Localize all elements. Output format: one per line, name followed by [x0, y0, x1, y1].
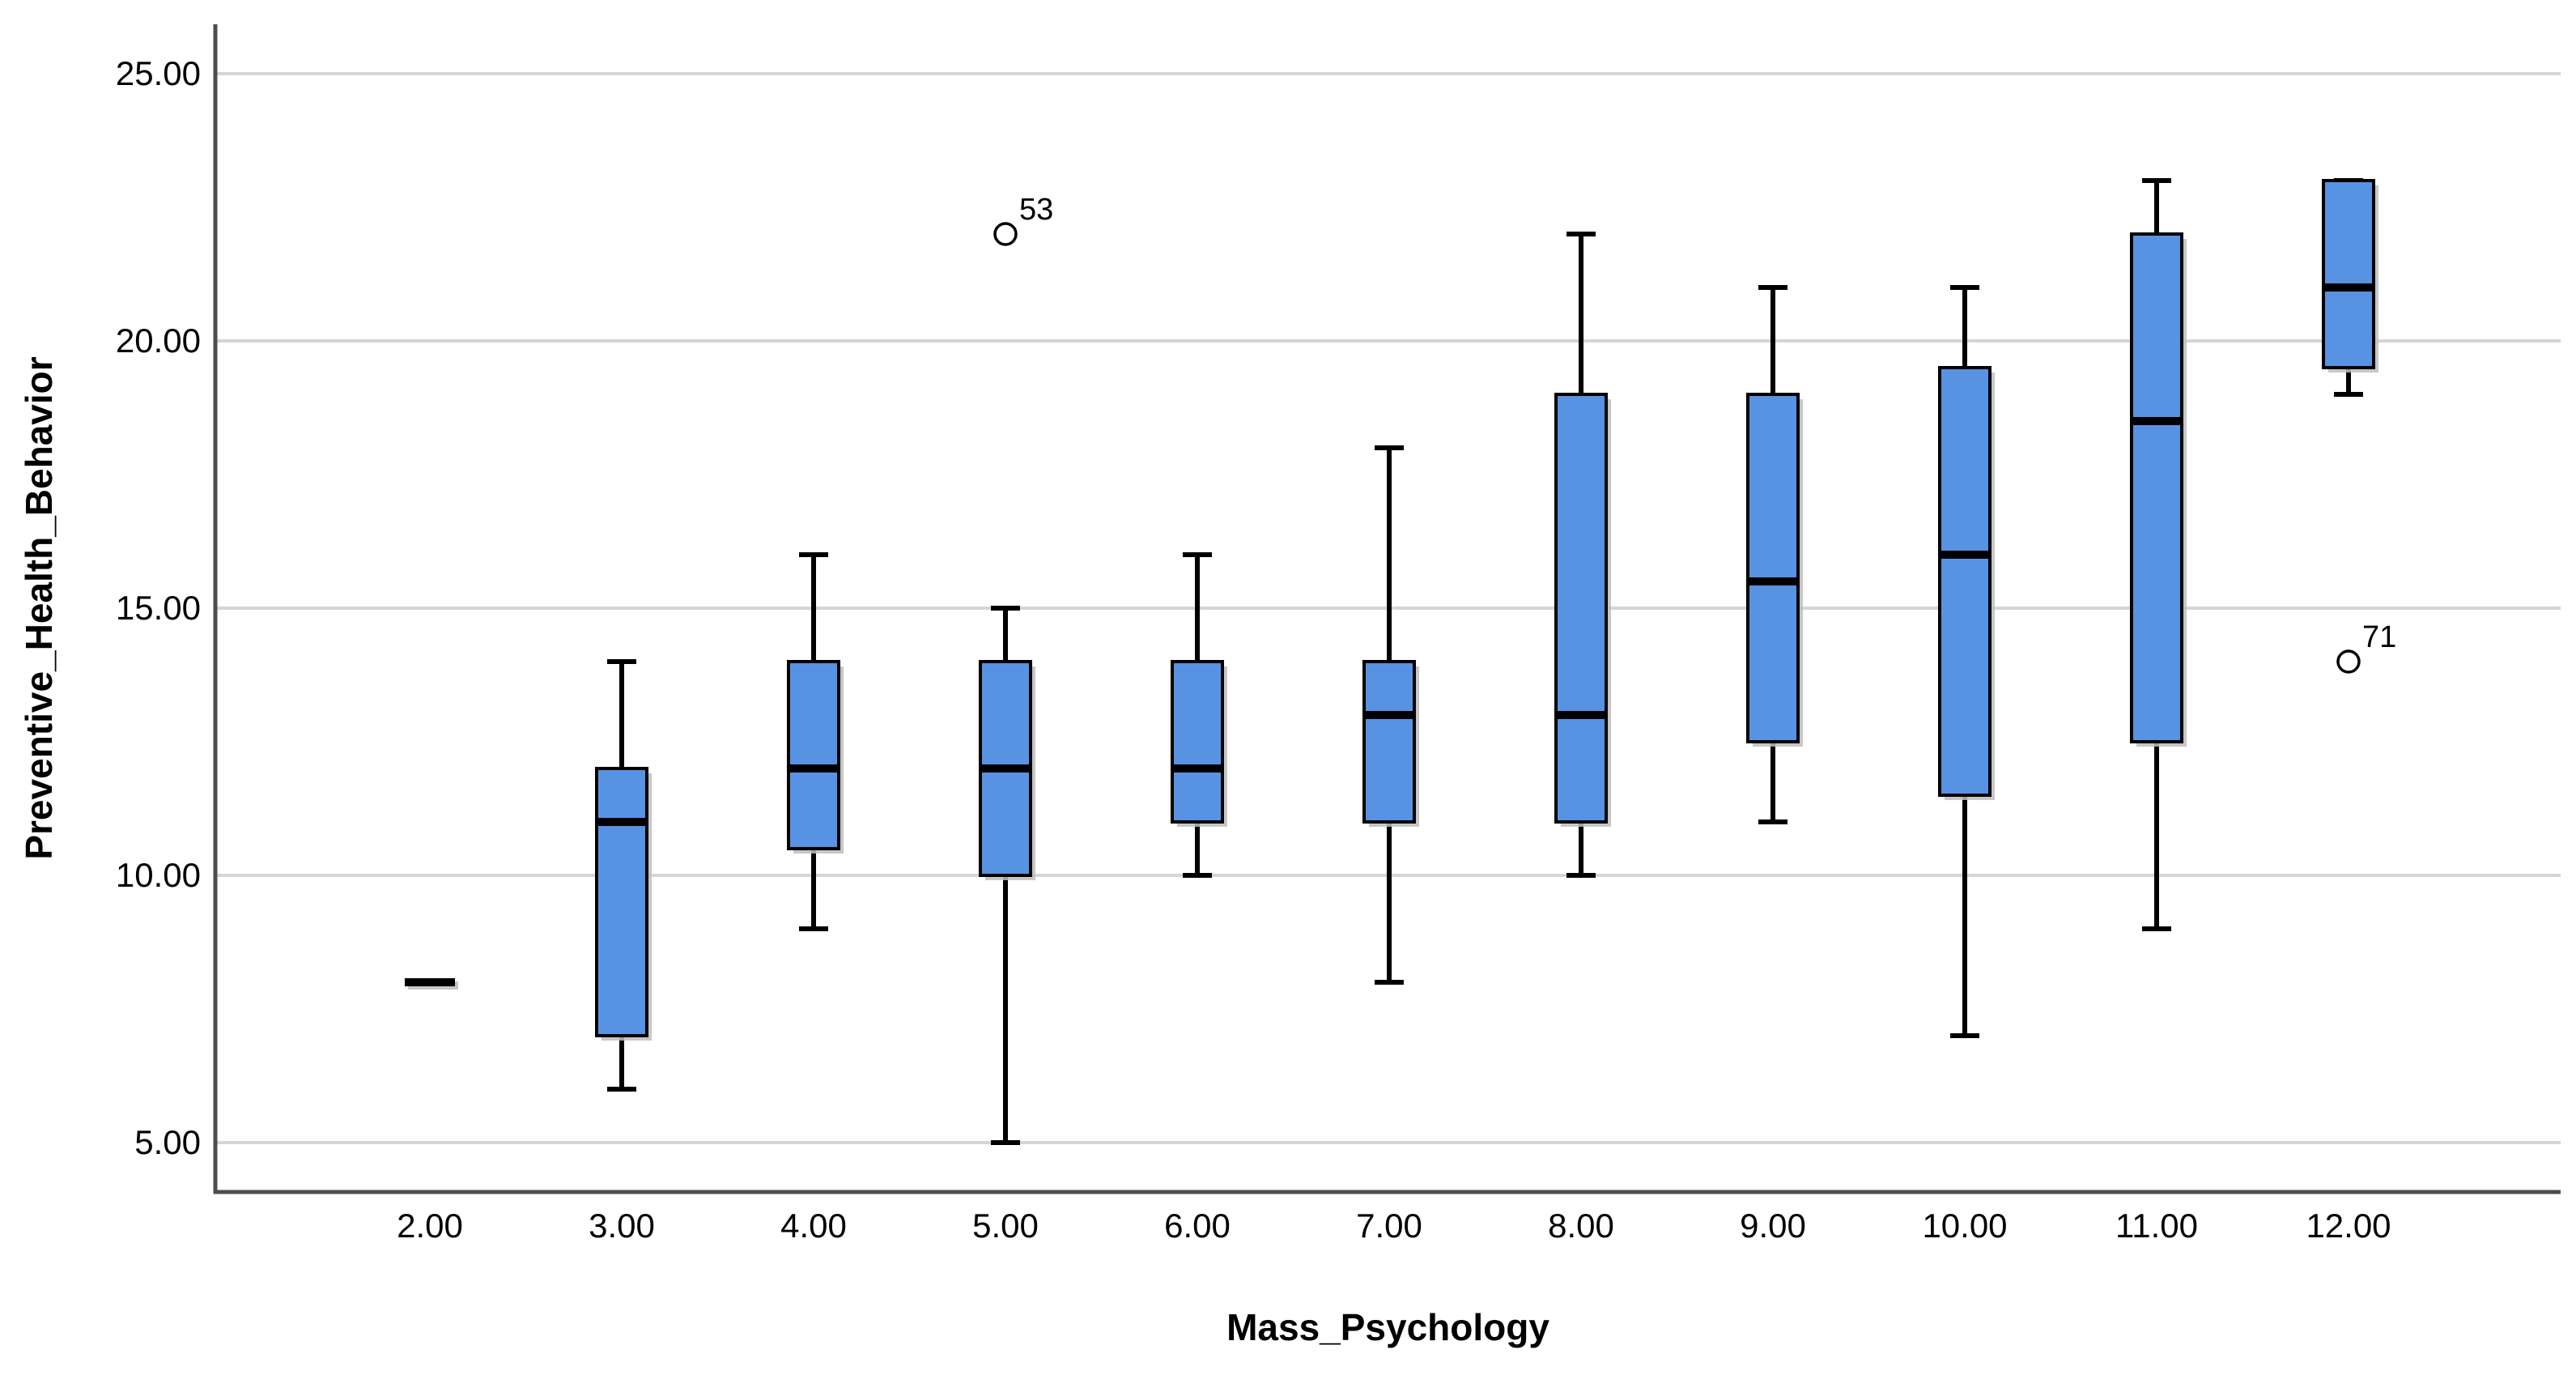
- x-tick-label: 2.00: [397, 1207, 463, 1245]
- outlier-point: [2336, 649, 2361, 674]
- x-tick-label: 7.00: [1356, 1207, 1422, 1245]
- x-tick-label: 10.00: [1922, 1207, 2007, 1245]
- x-axis-title: Mass_Psychology: [1226, 1306, 1549, 1348]
- y-tick-label: 5.00: [134, 1123, 201, 1161]
- x-tick-label: 5.00: [972, 1207, 1039, 1245]
- box-iqr: [2322, 179, 2375, 369]
- x-tick-label: 12.00: [2306, 1207, 2391, 1245]
- x-tick-label: 4.00: [780, 1207, 847, 1245]
- outlier-label: 53: [1019, 193, 1053, 227]
- box-iqr: [1938, 366, 1992, 797]
- median-line: [2323, 283, 2374, 292]
- median-line: [1172, 764, 1222, 773]
- box-iqr: [1362, 660, 1416, 824]
- median-line: [1748, 577, 1798, 585]
- median-line: [2132, 417, 2182, 425]
- box-iqr: [787, 660, 840, 850]
- median-line: [1556, 711, 1606, 719]
- median-line: [1940, 551, 1990, 559]
- y-tick-label: 20.00: [116, 321, 201, 360]
- x-tick-label: 8.00: [1548, 1207, 1614, 1245]
- box-iqr: [595, 767, 648, 1037]
- x-tick-label: 9.00: [1740, 1207, 1806, 1245]
- median-line: [597, 818, 647, 826]
- x-tick-label: 11.00: [2115, 1207, 2198, 1245]
- outlier-label: 71: [2362, 620, 2396, 654]
- y-axis-title: Preventive_Health_Behavior: [18, 356, 60, 860]
- box-iqr: [1554, 393, 1608, 824]
- y-tick-label: 25.00: [116, 54, 201, 92]
- median-line: [980, 764, 1031, 773]
- box-iqr: [2130, 232, 2183, 743]
- median-line: [405, 978, 455, 986]
- box-iqr: [1746, 393, 1800, 743]
- x-tick-label: 3.00: [589, 1207, 655, 1245]
- box-iqr: [1171, 660, 1224, 824]
- y-tick-label: 10.00: [116, 856, 201, 894]
- x-tick-label: 6.00: [1164, 1207, 1231, 1245]
- median-line: [1364, 711, 1414, 719]
- median-line: [789, 764, 839, 773]
- outlier-point: [993, 222, 1018, 246]
- y-tick-label: 15.00: [116, 589, 201, 627]
